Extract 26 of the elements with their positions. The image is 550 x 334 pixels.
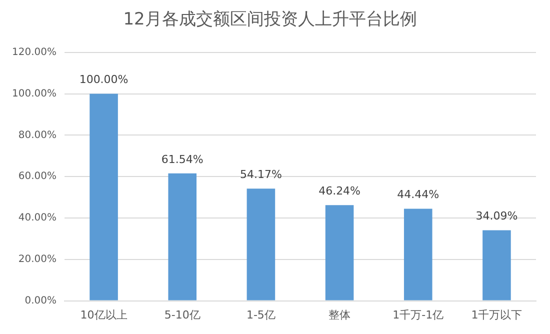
bar: [482, 230, 511, 300]
data-label: 34.09%: [476, 210, 518, 223]
bar: [168, 173, 197, 300]
x-tick-label: 整体: [328, 308, 351, 322]
y-tick-label: 80.00%: [18, 130, 56, 141]
x-tick-label: 1-5亿: [246, 308, 276, 322]
data-label: 100.00%: [79, 73, 128, 86]
x-tick-label: 1千万以下: [471, 308, 522, 322]
bar: [246, 188, 276, 300]
x-tick-label: 5-10亿: [164, 308, 200, 322]
y-tick-label: 20.00%: [18, 254, 56, 265]
y-tick-label: 100.00%: [12, 88, 56, 100]
x-tick-label: 1千万-1亿: [392, 308, 444, 322]
chart-title: 12月各成交额区间投资人上升平台比例: [123, 10, 417, 30]
bar: [404, 208, 432, 300]
y-tick-label: 0.00%: [24, 295, 56, 306]
data-label: 44.44%: [397, 188, 440, 202]
data-label: 61.54%: [161, 152, 204, 166]
y-tick-label: 120.00%: [12, 46, 56, 58]
y-tick-label: 60.00%: [18, 171, 56, 182]
y-tick-label: 40.00%: [18, 212, 56, 224]
data-label: 46.24%: [318, 184, 361, 198]
data-label: 54.17%: [240, 168, 282, 182]
bar: [325, 205, 354, 300]
x-tick-label: 10亿以上: [80, 308, 128, 322]
bar: [90, 94, 118, 300]
